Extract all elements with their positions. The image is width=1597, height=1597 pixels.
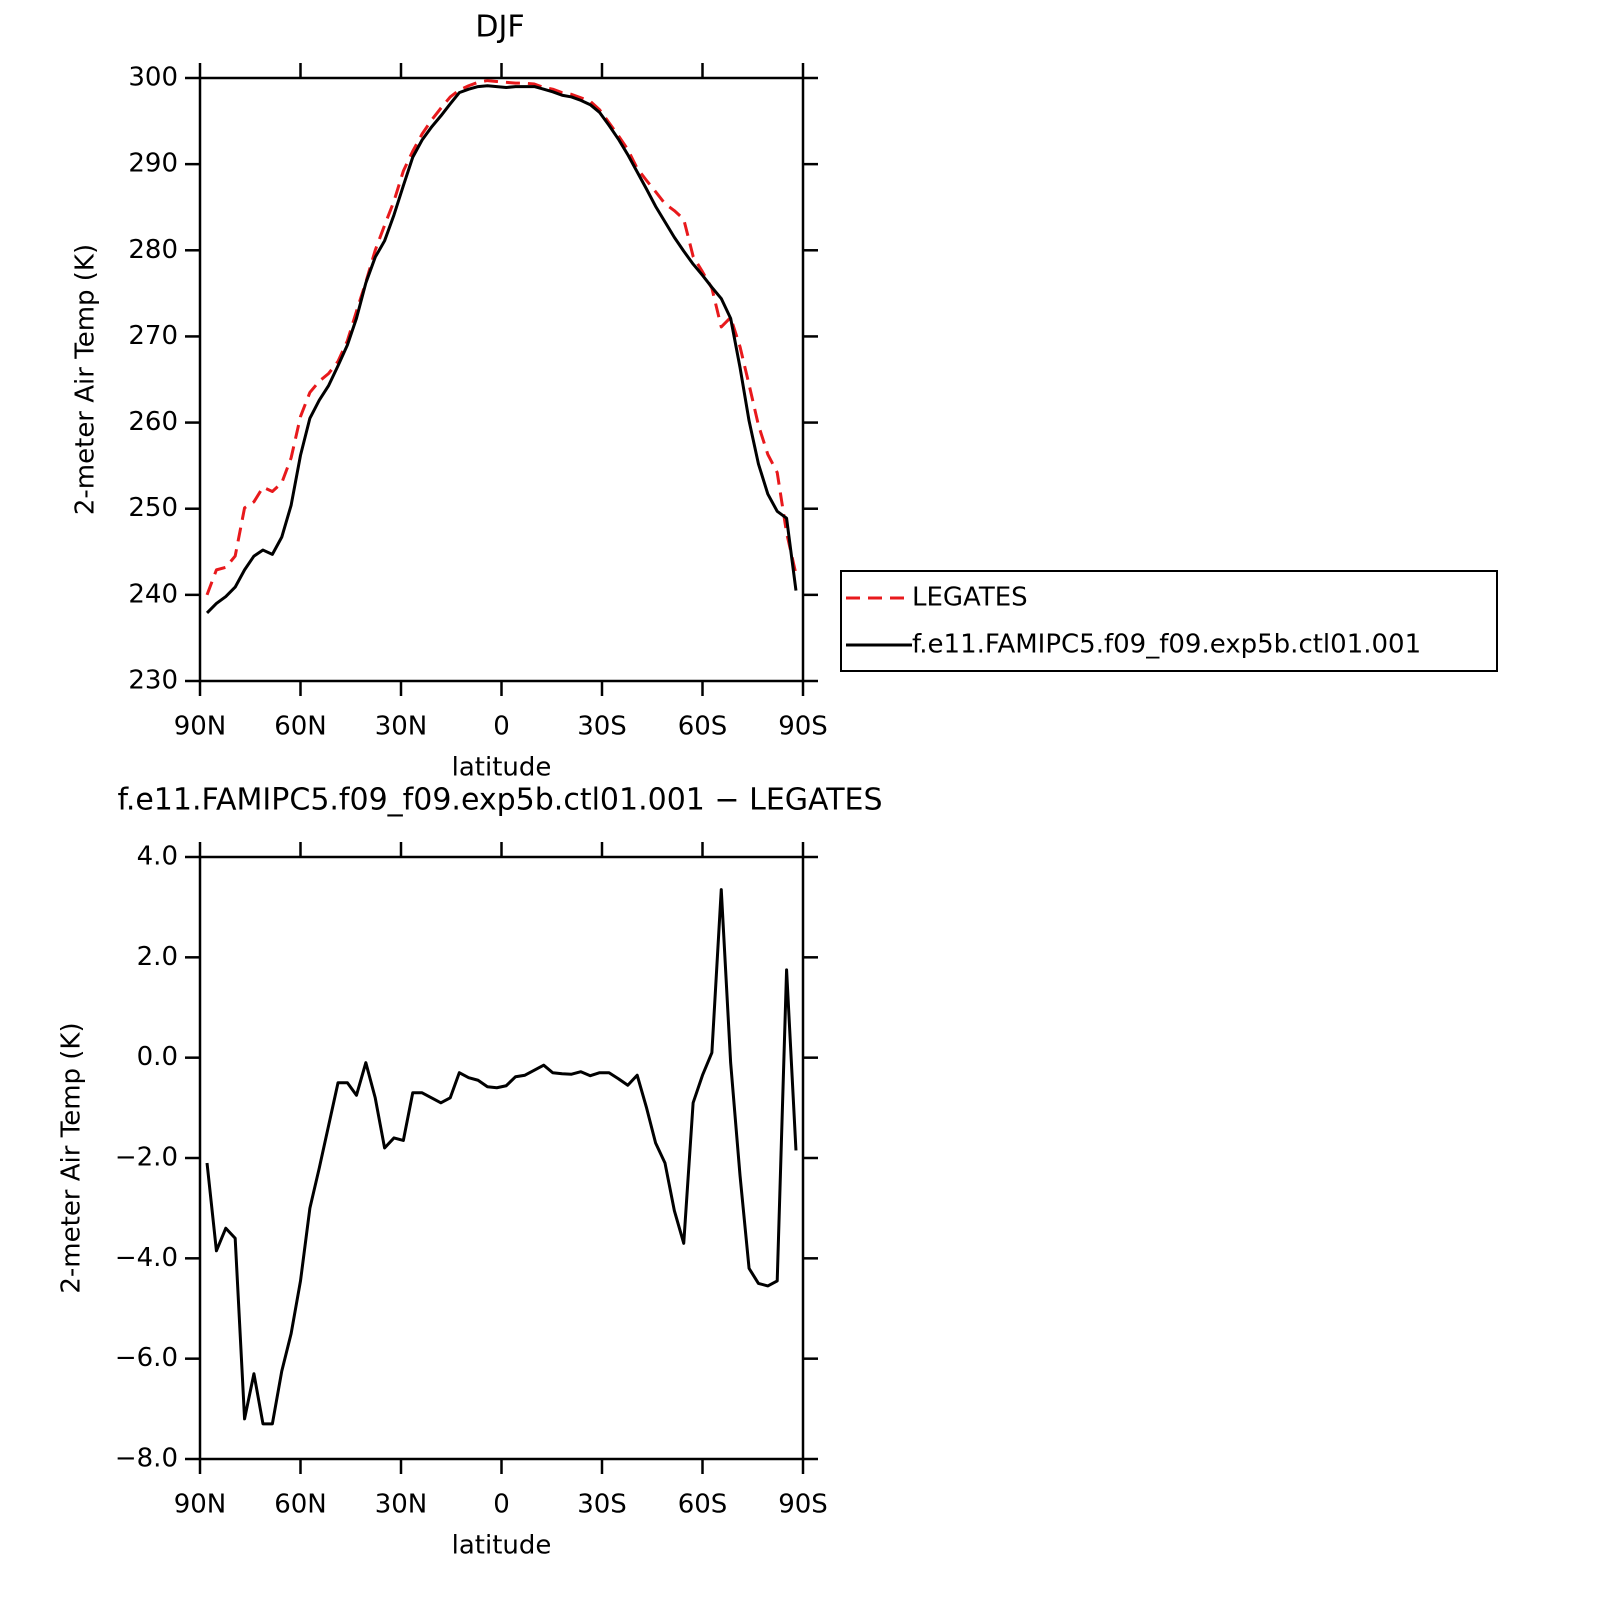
y-tick-label: −4.0 — [115, 1243, 178, 1273]
legend-label: LEGATES — [912, 583, 1028, 613]
chart-title: f.e11.FAMIPC5.f09_f09.exp5b.ctl01.001 − … — [117, 783, 882, 818]
x-tick-label: 30N — [375, 712, 428, 742]
chart-title: DJF — [475, 10, 524, 45]
y-tick-label: 4.0 — [137, 842, 178, 872]
legend-label: f.e11.FAMIPC5.f09_f09.exp5b.ctl01.001 — [912, 630, 1421, 660]
legend-box — [840, 570, 1498, 672]
x-tick-label: 30S — [577, 1490, 627, 1520]
y-tick-label: 290 — [128, 149, 178, 179]
x-tick-label: 90S — [778, 712, 828, 742]
y-tick-label: −8.0 — [115, 1444, 178, 1474]
x-tick-label: 90N — [174, 712, 227, 742]
x-axis-label: latitude — [452, 1531, 552, 1561]
y-tick-label: 0.0 — [137, 1042, 178, 1072]
y-tick-label: −6.0 — [115, 1343, 178, 1373]
y-tick-label: 240 — [128, 579, 178, 609]
plot-frame — [198, 855, 805, 1461]
y-tick-label: 230 — [128, 666, 178, 696]
y-axis-label: 2-meter Air Temp (K) — [71, 244, 101, 515]
x-tick-label: 30N — [375, 1490, 428, 1520]
x-tick-label: 90N — [174, 1490, 227, 1520]
y-tick-label: −2.0 — [115, 1143, 178, 1173]
y-tick-label: 250 — [128, 493, 178, 523]
x-tick-label: 90S — [778, 1490, 828, 1520]
x-tick-label: 0 — [493, 712, 510, 742]
y-tick-label: 2.0 — [137, 942, 178, 972]
x-tick-label: 60S — [678, 712, 728, 742]
y-tick-label: 270 — [128, 321, 178, 351]
y-tick-label: 260 — [128, 407, 178, 437]
data-line — [205, 79, 798, 596]
x-tick-label: 0 — [493, 1490, 510, 1520]
data-line — [205, 84, 798, 615]
data-line — [205, 888, 798, 1426]
x-tick-label: 60N — [274, 1490, 327, 1520]
y-tick-label: 280 — [128, 235, 178, 265]
x-tick-label: 60N — [274, 712, 327, 742]
plot-frame — [198, 76, 805, 683]
x-tick-label: 60S — [678, 1490, 728, 1520]
y-axis-label: 2-meter Air Temp (K) — [57, 1022, 87, 1293]
y-tick-label: 300 — [128, 63, 178, 93]
x-axis-label: latitude — [452, 753, 552, 783]
x-tick-label: 30S — [577, 712, 627, 742]
